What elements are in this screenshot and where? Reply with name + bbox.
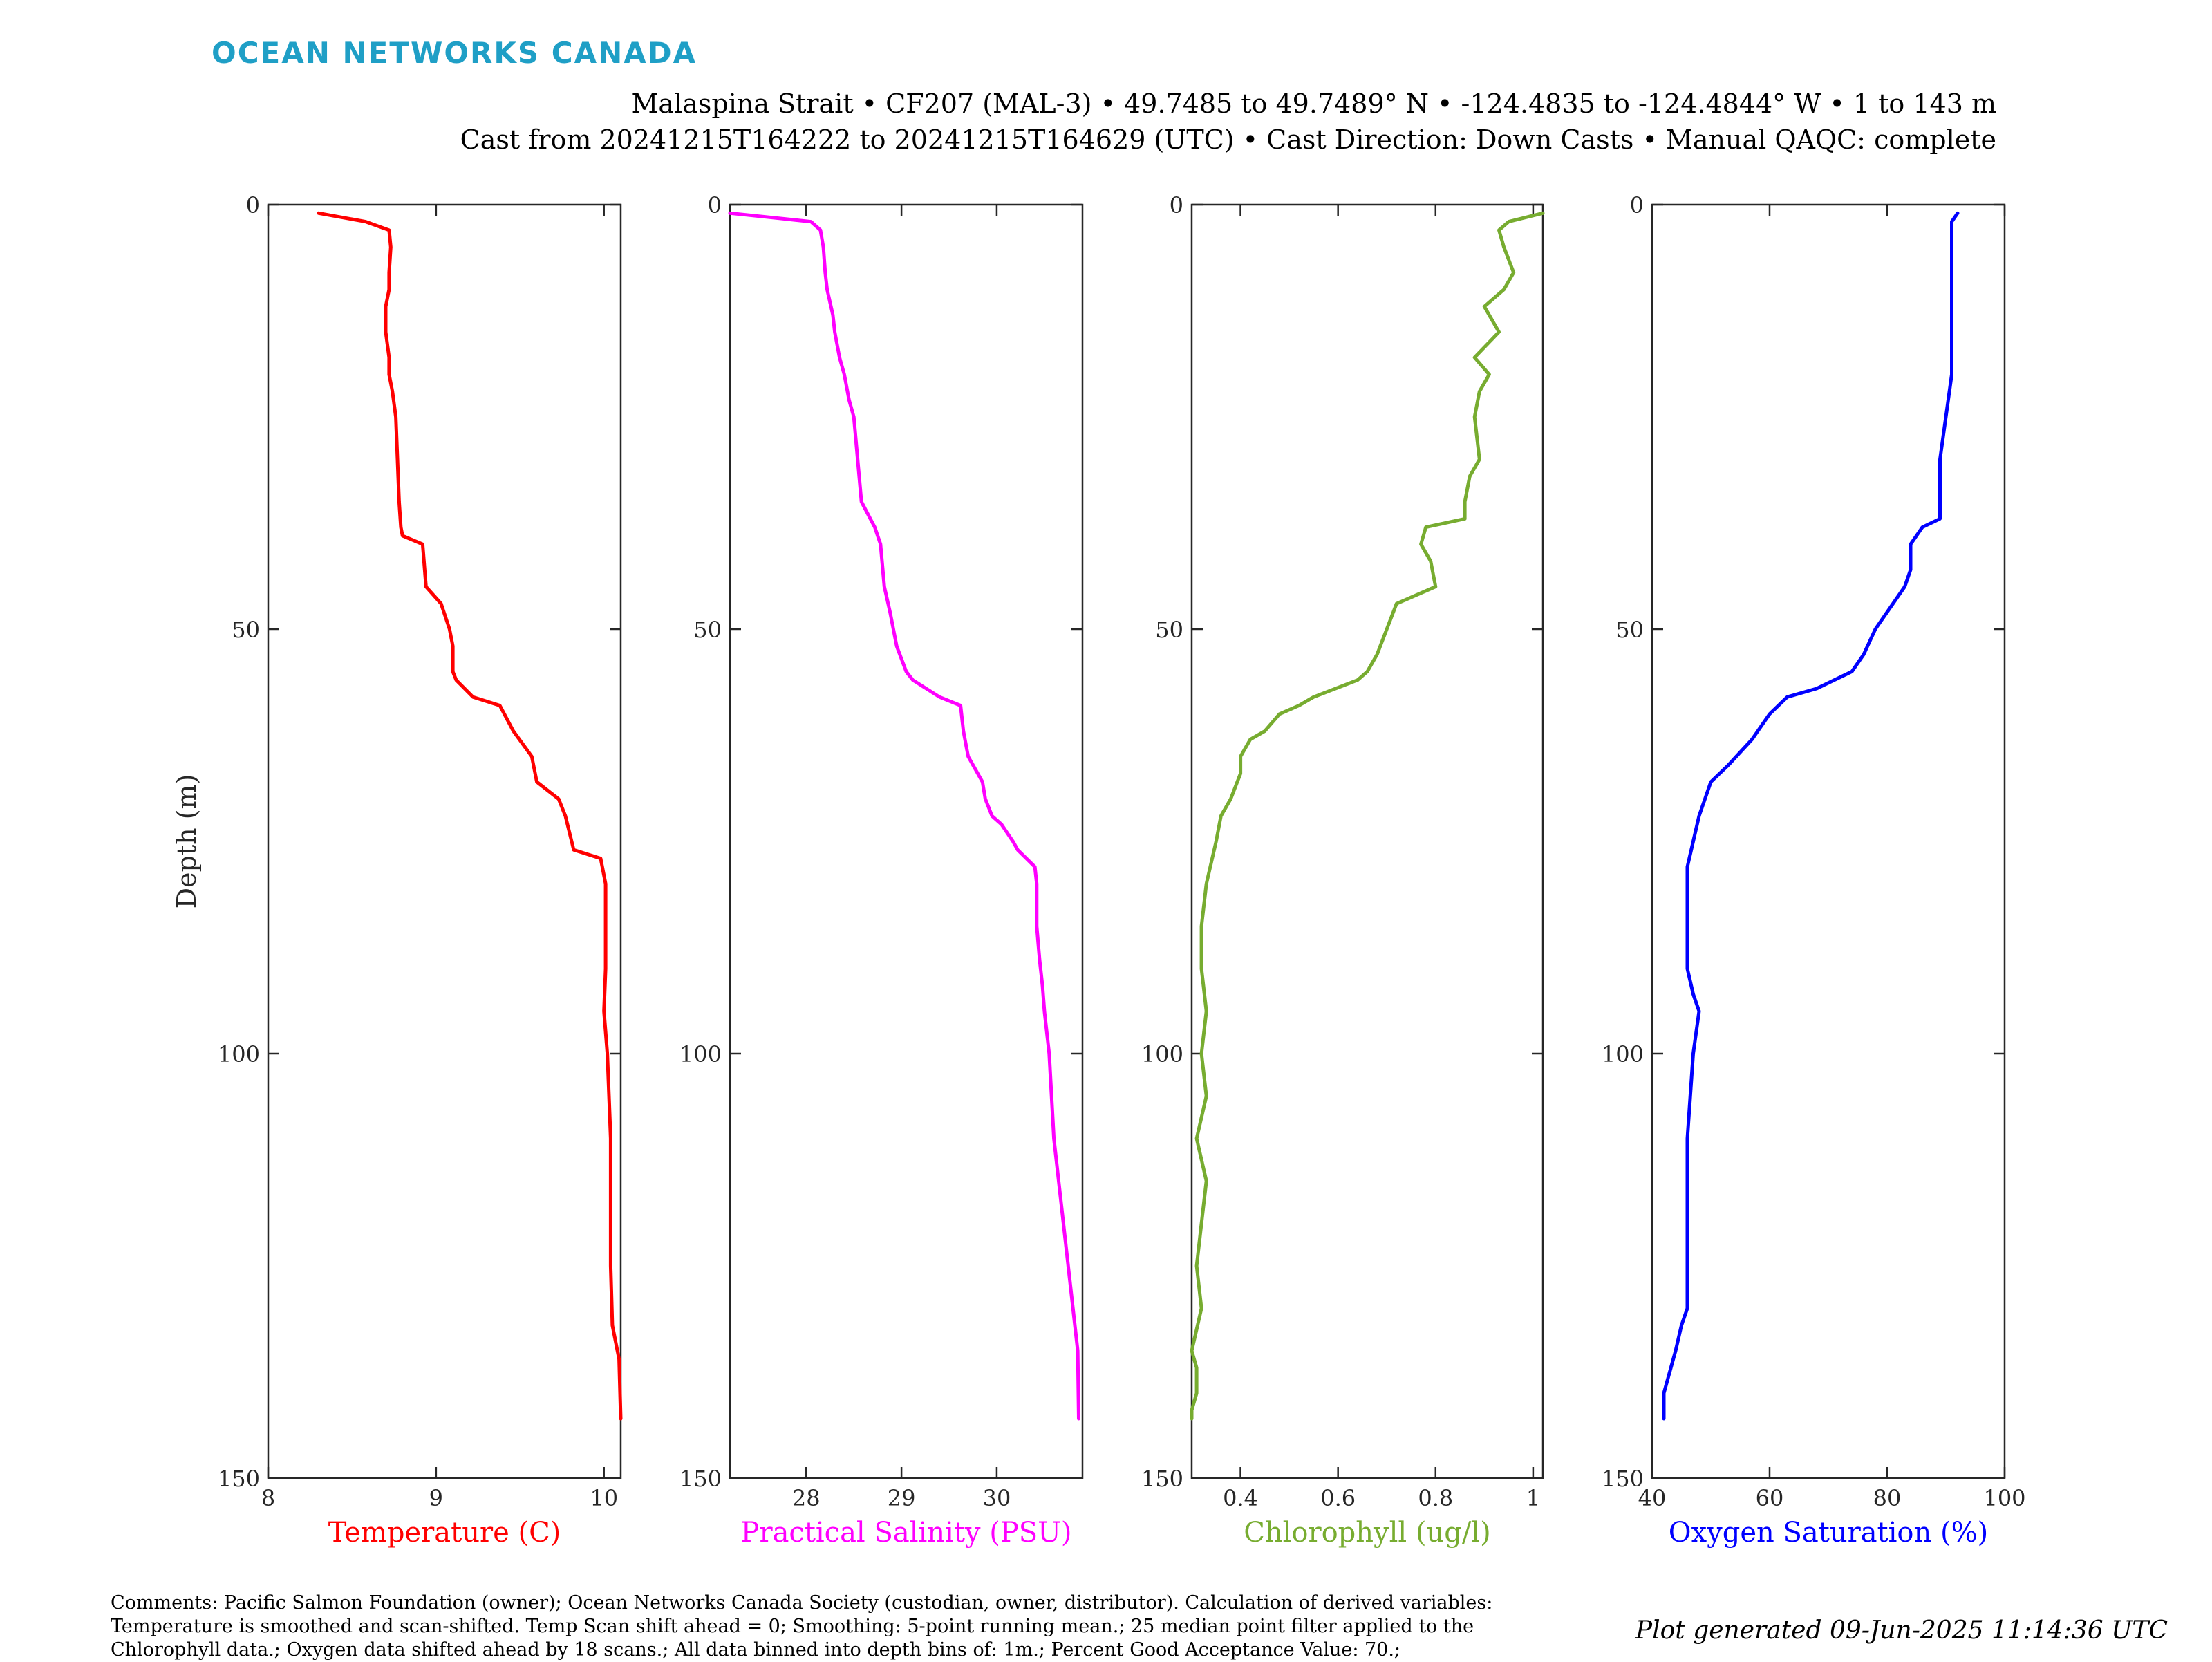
onc-logo: OCEAN NETWORKS CANADA	[212, 36, 697, 70]
x-axis-label: Oxygen Saturation (%)	[1669, 1517, 1988, 1549]
y-tick-label: 150	[1602, 1466, 1644, 1492]
y-tick-label: 150	[218, 1466, 260, 1492]
profile-line	[1662, 211, 1960, 1421]
x-tick-label: 1	[1526, 1485, 1540, 1511]
y-axis-label: Depth (m)	[171, 774, 202, 909]
x-tick-label: 0.4	[1223, 1485, 1258, 1511]
x-tick-label: 29	[888, 1485, 916, 1511]
y-tick-label: 50	[1615, 617, 1644, 643]
y-tick-label: 150	[1141, 1466, 1183, 1492]
profile-line	[1190, 211, 1545, 1421]
y-tick-label: 100	[1141, 1041, 1183, 1067]
profile-line	[728, 211, 1080, 1421]
y-tick-label: 0	[1170, 192, 1183, 218]
header-cast-line: Cast from 20241215T164222 to 20241215T16…	[460, 124, 1996, 155]
y-tick-label: 0	[246, 192, 260, 218]
x-axis-label: Chlorophyll (ug/l)	[1244, 1517, 1491, 1549]
y-tick-label: 0	[708, 192, 722, 218]
plot-frame	[729, 203, 1084, 1479]
y-tick-label: 50	[1155, 617, 1183, 643]
x-tick-label: 10	[590, 1485, 618, 1511]
profile-line	[317, 211, 623, 1421]
y-tick-label: 100	[218, 1041, 260, 1067]
header-location-line: Malaspina Strait • CF207 (MAL-3) • 49.74…	[631, 88, 1997, 119]
x-tick-label: 60	[1756, 1485, 1784, 1511]
y-tick-label: 100	[679, 1041, 722, 1067]
plot-frame	[1651, 203, 2006, 1479]
y-tick-label: 50	[693, 617, 722, 643]
y-tick-label: 0	[1630, 192, 1644, 218]
x-tick-label: 80	[1873, 1485, 1902, 1511]
plot-frame	[1190, 203, 1544, 1479]
comments-text: Comments: Pacific Salmon Foundation (own…	[111, 1592, 1493, 1661]
x-tick-label: 8	[261, 1485, 275, 1511]
plot-generated-timestamp: Plot generated 09-Jun-2025 11:14:36 UTC	[1635, 1616, 2168, 1645]
x-axis-label: Temperature (C)	[328, 1517, 561, 1549]
x-tick-label: 0.6	[1320, 1485, 1356, 1511]
y-tick-label: 100	[1602, 1041, 1644, 1067]
x-tick-label: 100	[1983, 1485, 2025, 1511]
x-tick-label: 0.8	[1418, 1485, 1453, 1511]
x-tick-label: 30	[983, 1485, 1011, 1511]
y-tick-label: 50	[232, 617, 260, 643]
y-tick-label: 150	[679, 1466, 722, 1492]
x-axis-label: Practical Salinity (PSU)	[741, 1517, 1072, 1549]
plot-frame	[267, 203, 622, 1479]
panel-2: 0 50 100 150 28 29 30 Practical Salinity (PSU)	[679, 192, 1084, 1549]
x-tick-label: 40	[1638, 1485, 1667, 1511]
panel-3: 0 50 100 150 0.4 0.6 0.8 1 Chlorophyll (ug/l)	[1141, 192, 1545, 1549]
x-tick-label: 28	[792, 1485, 821, 1511]
x-tick-label: 9	[429, 1485, 443, 1511]
